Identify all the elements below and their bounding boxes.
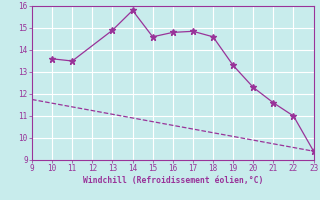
X-axis label: Windchill (Refroidissement éolien,°C): Windchill (Refroidissement éolien,°C) <box>83 176 263 185</box>
